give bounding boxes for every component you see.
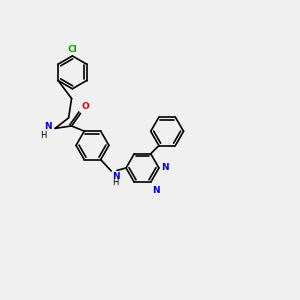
Text: N: N: [161, 164, 169, 172]
Text: H: H: [112, 178, 119, 187]
Text: Cl: Cl: [68, 44, 77, 53]
Text: N: N: [44, 122, 52, 131]
Text: H: H: [40, 131, 46, 140]
Text: O: O: [81, 102, 89, 111]
Text: N: N: [112, 172, 120, 181]
Text: N: N: [152, 186, 160, 195]
